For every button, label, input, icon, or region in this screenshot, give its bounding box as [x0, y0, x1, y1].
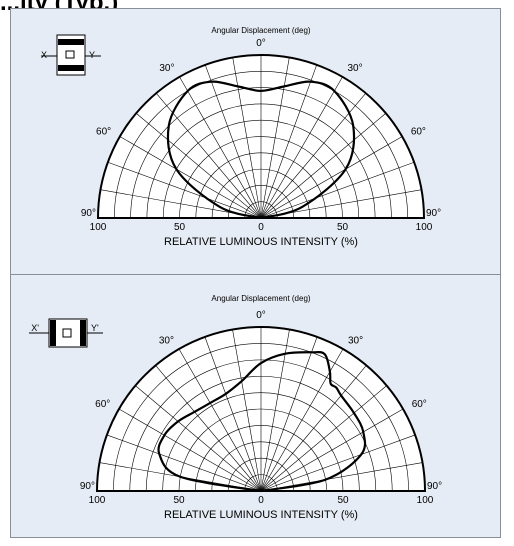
- radial-tick-label: 50: [173, 495, 185, 506]
- radial-tick-label: 50: [337, 222, 349, 233]
- radial-tick-label: 100: [90, 222, 107, 233]
- radial-tick-label: 100: [416, 222, 433, 233]
- angle-label: 90°: [80, 481, 95, 492]
- grid-spoke: [260, 64, 318, 219]
- angle-label: 90°: [81, 208, 96, 219]
- grid-spoke: [178, 348, 262, 492]
- package-electrode-bottom: [58, 65, 84, 71]
- radial-tick-label: 100: [89, 495, 106, 506]
- polar-chart-panel-top: Angular Displacement (deg) 0° 30° 30° 60° 60°…: [10, 8, 501, 275]
- polar-outline: [95, 326, 427, 492]
- polar-grid: [99, 327, 423, 492]
- grid-spoke: [260, 76, 343, 219]
- angle-label: 60°: [96, 127, 111, 138]
- radial-tick-label: 0: [258, 495, 264, 506]
- grid-spoke: [260, 385, 387, 492]
- grid-spoke: [155, 92, 262, 219]
- angle-label: 30°: [348, 335, 363, 346]
- polar-outline: [96, 54, 426, 219]
- polar-chart-panel-bottom: Angular Displacement (deg) 0° 30° 30° 60° 60°…: [10, 274, 501, 538]
- package-icon: X' Y': [29, 318, 103, 348]
- angle-label: 60°: [95, 399, 110, 410]
- package-label-x: X: [41, 50, 47, 60]
- package-label-y: Y': [91, 323, 99, 333]
- grid-spoke: [135, 112, 262, 219]
- angle-label: 30°: [348, 63, 363, 74]
- axis-label: RELATIVE LUMINOUS INTENSITY (%): [164, 236, 358, 248]
- grid-spoke: [260, 408, 404, 492]
- package-electrode-left: [50, 320, 56, 346]
- intensity-curve: [157, 351, 367, 493]
- grid-spoke: [232, 57, 262, 219]
- angle-label: 0°: [256, 38, 266, 49]
- radial-tick-label: 100: [417, 495, 434, 506]
- intensity-curve: [166, 80, 356, 220]
- chart-title: Angular Displacement (deg): [211, 294, 310, 303]
- grid-spoke: [155, 365, 262, 492]
- angle-label: 60°: [411, 127, 426, 138]
- angle-label: 30°: [159, 63, 174, 74]
- grid-spoke: [135, 385, 262, 492]
- grid-spoke: [204, 64, 262, 219]
- radial-tick-label: 0: [258, 222, 264, 233]
- grid-spoke: [260, 161, 415, 219]
- grid-spoke: [107, 161, 262, 219]
- grid-spoke: [106, 434, 262, 492]
- package-chip: [65, 50, 75, 59]
- grid-spoke: [260, 336, 318, 492]
- grid-spoke: [260, 92, 367, 219]
- radial-tick-label: 50: [337, 495, 349, 506]
- grid-spoke: [232, 329, 262, 492]
- grid-spoke: [260, 329, 290, 492]
- grid-spoke: [260, 365, 367, 492]
- grid-spoke: [118, 408, 262, 492]
- angle-label: 60°: [412, 399, 427, 410]
- grid-spoke: [260, 112, 387, 219]
- package-electrode-top: [58, 39, 84, 45]
- angle-label: 0°: [256, 310, 266, 321]
- grid-spoke: [260, 57, 290, 219]
- chart-title: Angular Displacement (deg): [211, 26, 310, 35]
- package-label-x: X': [31, 323, 39, 333]
- grid-spoke: [260, 434, 416, 492]
- polar-chart-bottom: Angular Displacement (deg) 0° 30° 30° 60° 60°…: [29, 294, 442, 521]
- package-label-y: Y: [89, 50, 95, 60]
- package-chip: [62, 328, 72, 338]
- axis-label: RELATIVE LUMINOUS INTENSITY (%): [164, 509, 358, 521]
- angle-label: 90°: [427, 481, 442, 492]
- radial-tick-label: 50: [174, 222, 186, 233]
- grid-spoke: [119, 136, 262, 219]
- grid-spoke: [260, 136, 403, 219]
- grid-spoke: [179, 76, 262, 219]
- angle-label: 90°: [426, 208, 441, 219]
- polar-chart-top: Angular Displacement (deg) 0° 30° 30° 60° 60°…: [41, 26, 441, 248]
- angle-label: 30°: [159, 335, 174, 346]
- package-electrode-right: [80, 320, 86, 346]
- grid-spoke: [204, 336, 262, 492]
